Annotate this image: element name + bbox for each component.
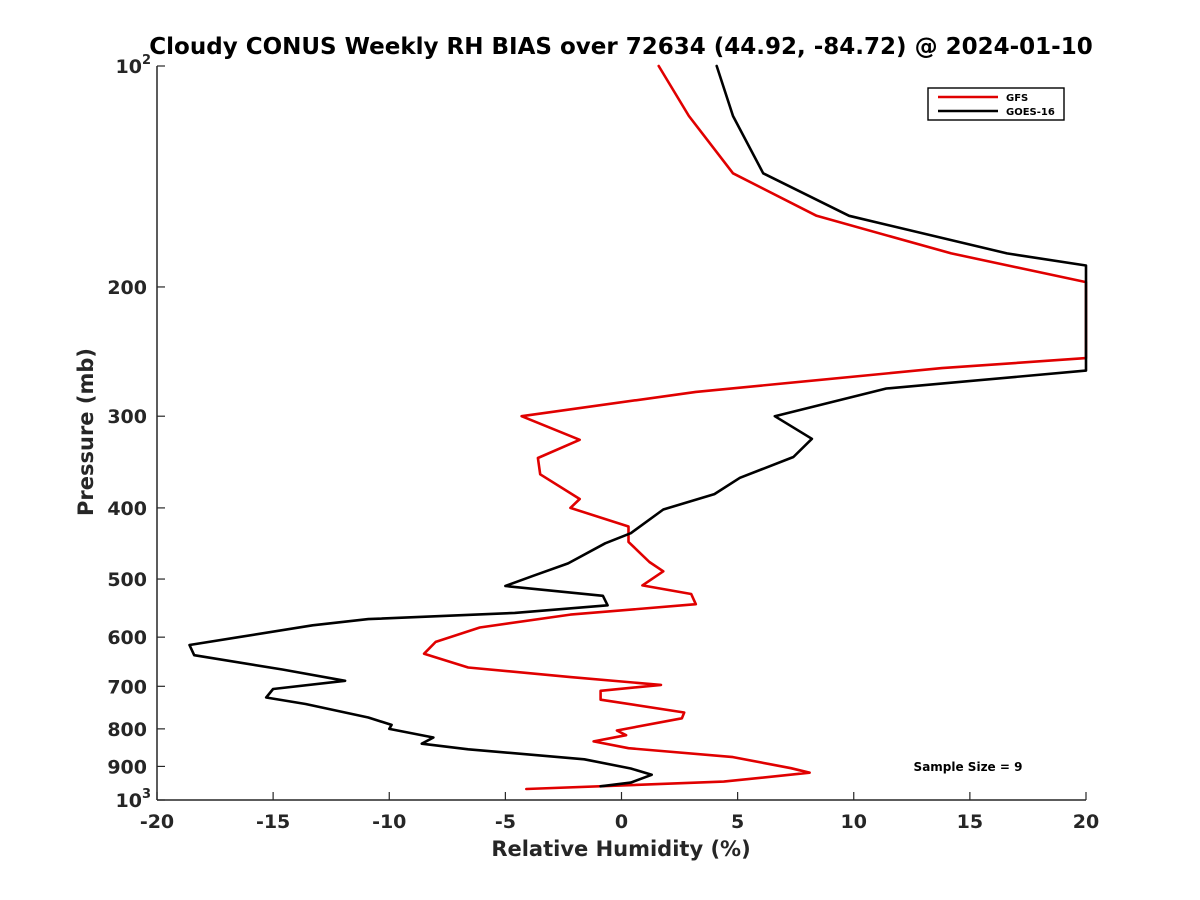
y-tick-label: 300 <box>107 406 147 428</box>
x-tick-label: -5 <box>495 811 516 833</box>
y-tick-label: 900 <box>107 756 147 778</box>
legend-entry-label: GFS <box>1006 93 1028 104</box>
x-tick-label: 5 <box>731 811 744 833</box>
legend-entry-label: GOES-16 <box>1006 107 1055 118</box>
y-axis-label: Pressure (mb) <box>74 348 98 516</box>
x-tick-label: 10 <box>841 811 867 833</box>
y-tick-label: 200 <box>107 277 147 299</box>
chart-title: Cloudy CONUS Weekly RH BIAS over 72634 (… <box>149 34 1092 60</box>
series-line-gfs <box>422 64 1088 791</box>
series-line-goes-16 <box>188 64 1088 788</box>
x-tick-label: -10 <box>372 811 406 833</box>
legend-box <box>927 87 1065 121</box>
x-tick-label: -20 <box>140 811 174 833</box>
y-tick-label: 700 <box>107 676 147 698</box>
x-tick-label: -15 <box>256 811 290 833</box>
x-tick-label: 20 <box>1073 811 1099 833</box>
x-tick-label: 15 <box>957 811 983 833</box>
sample-size-annotation: Sample Size = 9 <box>914 760 1023 774</box>
y-tick-label: 500 <box>107 569 147 591</box>
y-tick-label: 103 <box>116 787 152 812</box>
y-tick-label: 102 <box>116 53 152 78</box>
y-tick-label: 400 <box>107 498 147 520</box>
x-axis-label: Relative Humidity (%) <box>491 837 750 861</box>
plot-area: -20 -15 -10 -5 0 5 10 15 20 102 200 300 400 500 600 700… <box>107 53 1099 833</box>
x-tick-label: 0 <box>615 811 628 833</box>
legend: GFS GOES-16 <box>927 87 1065 121</box>
y-tick-label: 600 <box>107 627 147 649</box>
y-tick-label: 800 <box>107 719 147 741</box>
